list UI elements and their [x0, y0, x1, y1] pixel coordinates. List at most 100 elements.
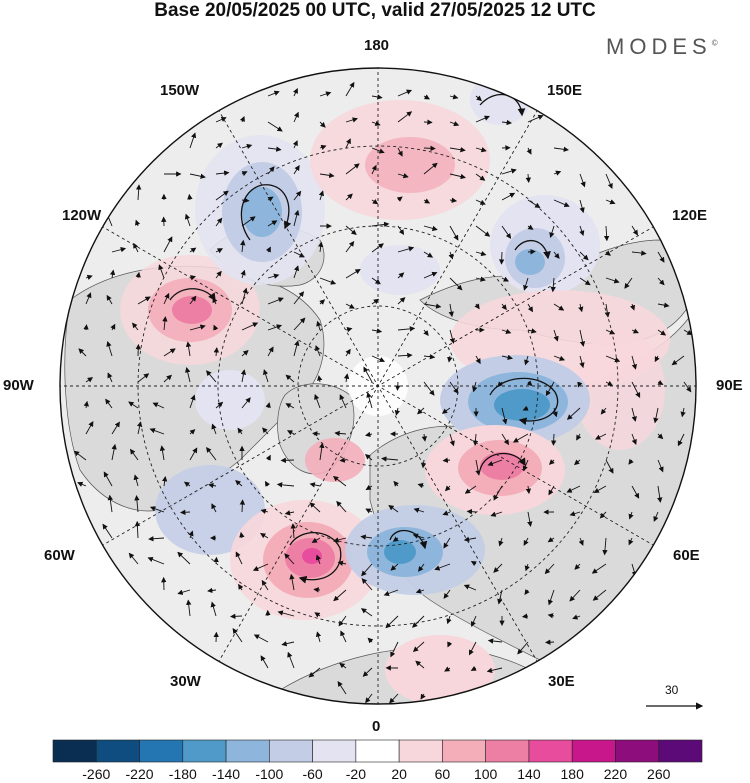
wind-arrow — [423, 225, 438, 231]
wind-arrow — [189, 429, 196, 435]
wind-arrow — [309, 482, 321, 488]
wind-arrow — [128, 552, 139, 565]
wind-arrow — [184, 213, 191, 227]
wind-arrow — [215, 170, 230, 176]
wind-arrow — [132, 322, 139, 331]
wind-arrow — [397, 89, 413, 97]
wind-arrow — [309, 502, 321, 513]
wind-arrow — [339, 457, 347, 463]
wind-arrow — [657, 302, 670, 308]
colorbar-swatch — [398, 739, 443, 763]
wind-arrow — [671, 355, 685, 366]
wind-arrow — [360, 608, 373, 617]
wind-arrow — [605, 459, 614, 474]
wind-arrow — [547, 613, 555, 619]
wind-arrow — [527, 224, 534, 230]
wind-arrow — [390, 563, 399, 571]
wind-arrow — [152, 402, 165, 409]
wind-arrow — [447, 641, 453, 648]
wind-arrow — [466, 508, 477, 515]
wind-arrow — [239, 531, 245, 539]
wind-arrow — [371, 199, 379, 205]
wind-arrow — [524, 355, 530, 366]
wind-vectors — [73, 81, 693, 704]
reference-vector-label: 30 — [665, 683, 679, 697]
anomaly-shading — [120, 75, 670, 704]
anomaly-negative — [515, 249, 545, 275]
wind-arrow — [474, 303, 480, 310]
wind-arrow — [287, 651, 295, 669]
wind-arrow — [111, 421, 120, 435]
wind-arrow — [475, 276, 486, 282]
lon-label-120w: 120W — [62, 207, 102, 224]
wind-arrow — [423, 162, 438, 175]
wind-arrow — [318, 190, 325, 201]
wind-arrow — [553, 146, 569, 152]
lon-label-60e: 60E — [673, 547, 700, 564]
wind-arrow — [449, 94, 459, 100]
wind-arrow — [475, 355, 481, 365]
wind-arrow — [470, 561, 477, 567]
wind-arrow — [345, 269, 361, 279]
wind-arrow — [289, 573, 295, 591]
wind-arrow — [501, 119, 512, 126]
wind-arrow — [592, 589, 607, 601]
wind-arrow — [293, 190, 302, 201]
wind-arrow — [631, 407, 637, 422]
wind-arrow — [241, 349, 249, 357]
wind-arrow — [578, 537, 584, 546]
wind-arrow — [285, 374, 295, 383]
wind-arrow — [486, 667, 503, 673]
wind-arrow — [262, 427, 269, 435]
wind-arrow — [487, 638, 503, 644]
wind-arrow — [415, 660, 425, 669]
wind-arrow — [284, 510, 295, 516]
wind-arrow — [444, 666, 451, 672]
wind-arrow — [238, 583, 244, 591]
wind-arrow — [319, 91, 332, 97]
wind-arrow — [345, 240, 355, 253]
lon-label-150w: 150W — [160, 82, 200, 99]
wind-arrow — [235, 551, 243, 565]
colorbar-swatch — [95, 739, 140, 763]
wind-arrow — [475, 173, 486, 181]
wind-arrow — [267, 121, 283, 132]
wind-arrow — [232, 628, 243, 643]
wind-arrow — [605, 355, 621, 363]
wind-arrow — [111, 443, 117, 461]
colorbar-swatch — [225, 739, 270, 763]
colorbar-tick-label: 260 — [647, 766, 671, 782]
wind-arrow — [239, 499, 246, 513]
wind-arrow — [371, 120, 381, 126]
wind-arrow — [241, 197, 250, 203]
colorbar-swatch — [139, 739, 184, 763]
wind-arrow — [449, 121, 460, 127]
wind-arrow — [360, 534, 373, 540]
wind-arrow — [163, 374, 172, 383]
wind-arrow — [260, 655, 269, 669]
streamline — [489, 377, 559, 426]
wind-arrow — [395, 381, 401, 391]
colorbar-swatch — [312, 739, 357, 763]
wind-arrow — [240, 269, 246, 279]
wind-arrow — [134, 495, 140, 513]
meridian-150 — [214, 103, 542, 669]
lon-label-60w: 60W — [44, 547, 75, 564]
anomaly-positive — [172, 296, 212, 324]
wind-arrow — [187, 193, 193, 201]
wind-arrow — [475, 95, 482, 102]
streamline — [514, 240, 551, 260]
wind-arrow — [593, 485, 607, 493]
wind-arrow — [239, 115, 245, 123]
wind-arrow — [135, 271, 141, 279]
wind-arrow — [463, 536, 477, 542]
wind-arrow — [361, 563, 373, 577]
wind-arrow — [545, 639, 555, 645]
wind-arrow — [267, 146, 282, 152]
wind-arrow — [319, 144, 327, 150]
wind-arrow — [547, 589, 555, 606]
wind-arrow — [578, 303, 584, 313]
wind-arrow — [365, 693, 373, 704]
wind-arrow — [604, 250, 611, 256]
wind-arrow — [293, 111, 299, 123]
